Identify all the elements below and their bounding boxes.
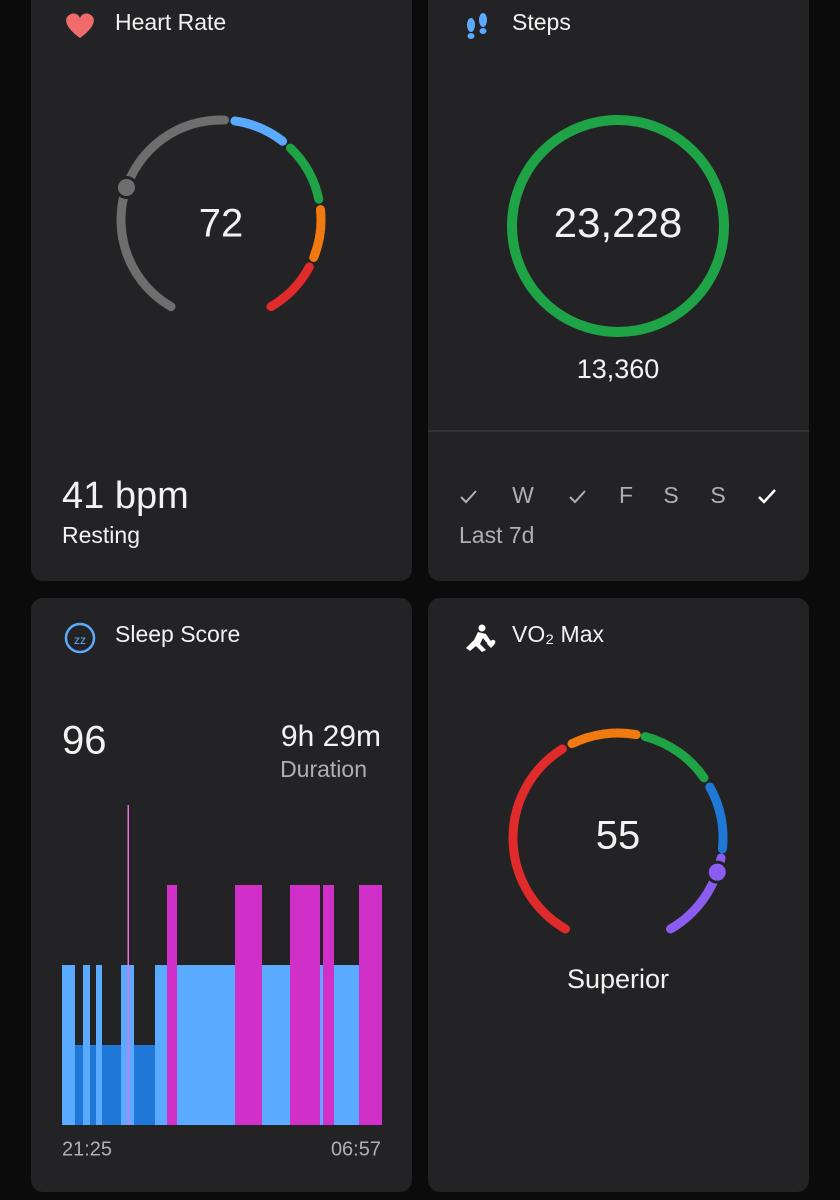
heart-rate-value: 72 <box>199 202 244 246</box>
check-mark <box>569 490 586 504</box>
steps-title: Steps <box>512 9 571 35</box>
duration-label: Duration <box>280 756 367 782</box>
sleep-stage-line <box>88 965 90 1125</box>
gauge-segment <box>266 262 314 312</box>
sleep-title: Sleep Score <box>115 621 240 647</box>
gauge-knob <box>705 860 729 884</box>
sleep-stage <box>167 885 177 1125</box>
vo2-value: 55 <box>596 814 641 858</box>
sleep-stage <box>323 885 334 1125</box>
vo2-icon <box>466 624 496 652</box>
gauge-segment <box>309 205 326 262</box>
resting-label: Resting <box>62 522 140 548</box>
gauge-knob <box>114 175 138 199</box>
vo2-rating: Superior <box>567 964 669 994</box>
sleep-duration: 9h 29m <box>281 720 381 753</box>
sleep-stages <box>62 805 382 1125</box>
sleep-stage <box>101 1045 121 1125</box>
steps-ring <box>507 115 729 337</box>
gauge-segment <box>567 728 641 749</box>
sleep-stage <box>134 1045 155 1125</box>
vo2-card[interactable] <box>428 598 809 1192</box>
steps-icon <box>467 13 487 39</box>
sleep-stage <box>235 885 262 1125</box>
sleep-stage <box>155 965 167 1125</box>
sleep-stage <box>262 965 290 1125</box>
day-label: S <box>710 482 725 508</box>
day-label: W <box>512 482 534 508</box>
heart-rate-card[interactable] <box>31 0 412 581</box>
steps-card[interactable] <box>428 0 809 581</box>
check-mark <box>758 489 776 504</box>
resting-value: 41 bpm <box>62 475 189 517</box>
heart-rate-gauge <box>114 115 326 312</box>
period-label: Last 7d <box>459 522 534 548</box>
sleep-stage <box>73 1045 83 1125</box>
awake-line <box>127 805 129 1125</box>
gauge-segment <box>640 732 709 783</box>
gauge-segment <box>508 744 570 934</box>
sleep-stage-line <box>73 965 75 1125</box>
day-label: F <box>619 482 633 508</box>
vo2-title: VO₂ Max <box>512 621 605 647</box>
steps-goal: 13,360 <box>577 354 660 384</box>
gauge-segment <box>285 143 324 204</box>
check-mark <box>460 490 477 504</box>
heart-icon <box>66 13 94 38</box>
sleep-start: 21:25 <box>62 1138 112 1160</box>
sleep-stage <box>290 885 320 1125</box>
sleep-stage <box>334 965 359 1125</box>
gauge-segment <box>705 782 728 854</box>
sleep-stage <box>359 885 382 1125</box>
sleep-stage-line <box>100 965 102 1125</box>
sleep-icon: zz <box>64 622 96 654</box>
sleep-stage <box>62 965 73 1125</box>
steps-value: 23,228 <box>554 199 682 246</box>
sleep-stage <box>96 965 101 1125</box>
day-label: S <box>663 482 678 508</box>
sleep-stage <box>83 965 88 1125</box>
sleep-stage <box>177 965 235 1125</box>
sleep-stage <box>88 1045 96 1125</box>
sleep-score: 96 <box>62 719 107 763</box>
vo2-gauge <box>508 728 729 934</box>
sleep-end: 06:57 <box>331 1138 381 1160</box>
gauge-segment <box>230 116 288 146</box>
sleep-stage <box>320 965 323 1125</box>
svg-text:zz: zz <box>74 633 86 647</box>
heart-rate-title: Heart Rate <box>115 9 226 35</box>
